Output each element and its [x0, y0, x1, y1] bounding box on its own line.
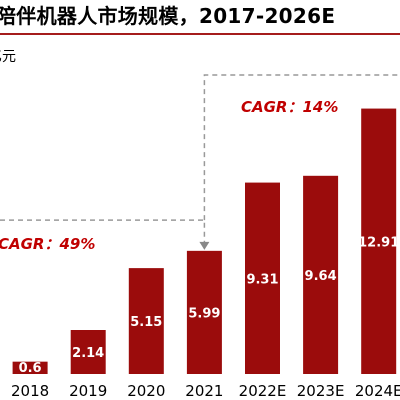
x-label-2022E: 2022E [239, 382, 287, 400]
cagr-bracket-2021-2026 [203, 74, 400, 221]
bar-2022E [245, 182, 280, 374]
x-label-2019: 2019 [69, 382, 107, 400]
value-label-2018: 0.6 [19, 361, 42, 376]
value-label-2022E: 9.31 [246, 272, 278, 287]
bars-group [12, 108, 397, 374]
x-labels-group: 201720182019202020212022E2023E2024E2025E [11, 382, 400, 400]
value-label-2023E: 9.64 [305, 269, 337, 284]
x-label-2020: 2020 [127, 382, 165, 400]
bar-2020 [128, 268, 164, 374]
value-label-2021: 5.99 [188, 306, 220, 321]
bar-2024E [361, 108, 397, 374]
cagr-label-2021-2026: CAGR：14% [241, 98, 338, 116]
cagr-arrow-icon [199, 241, 210, 250]
x-label-2023E: 2023E [297, 382, 345, 400]
bar-2023E [303, 175, 339, 374]
unit-label: 亿元 [0, 49, 16, 65]
bar-2019 [70, 330, 106, 374]
cagr-bracket-2017-2021 [0, 219, 206, 245]
x-label-2018: 2018 [11, 382, 49, 400]
value-label-2020: 5.15 [130, 315, 162, 330]
cagr-annotations-group: CAGR：49% CAGR：14% [0, 74, 400, 253]
value-label-2019: 2.14 [72, 346, 104, 361]
x-label-2024E: 2024E [355, 382, 400, 400]
x-label-2021: 2021 [185, 382, 223, 400]
title-underline [0, 33, 400, 35]
bar-2018 [12, 361, 48, 374]
value-label-2024E: 12.91 [358, 235, 399, 250]
bar-2021 [186, 250, 222, 374]
chart-title: 陪伴机器人市场规模，2017-2026E [0, 4, 336, 28]
cagr-label-2017-2021: CAGR：49% [0, 235, 95, 253]
